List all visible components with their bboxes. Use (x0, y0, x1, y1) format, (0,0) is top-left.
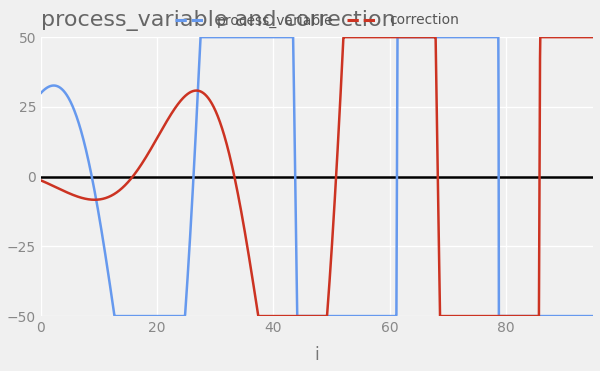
process_variable (197, 35, 204, 39)
Line: correction: correction (41, 37, 593, 316)
correction (589, 35, 596, 39)
Line: process_variable: process_variable (41, 37, 593, 316)
correction (292, 314, 299, 318)
X-axis label: i: i (314, 346, 319, 364)
correction (65, 191, 73, 196)
process_variable (111, 314, 118, 318)
process_variable (574, 314, 581, 318)
process_variable (65, 97, 73, 101)
correction (340, 35, 347, 39)
process_variable (473, 35, 480, 39)
Legend: process_variable, correction: process_variable, correction (170, 8, 464, 33)
process_variable (307, 314, 314, 318)
process_variable (574, 314, 581, 318)
correction (473, 314, 480, 318)
process_variable (589, 314, 596, 318)
correction (574, 35, 581, 39)
Text: process_variable and correction: process_variable and correction (41, 10, 395, 31)
correction (306, 314, 313, 318)
process_variable (37, 91, 44, 95)
correction (255, 314, 262, 318)
correction (37, 178, 44, 183)
correction (574, 35, 581, 39)
process_variable (292, 180, 299, 185)
